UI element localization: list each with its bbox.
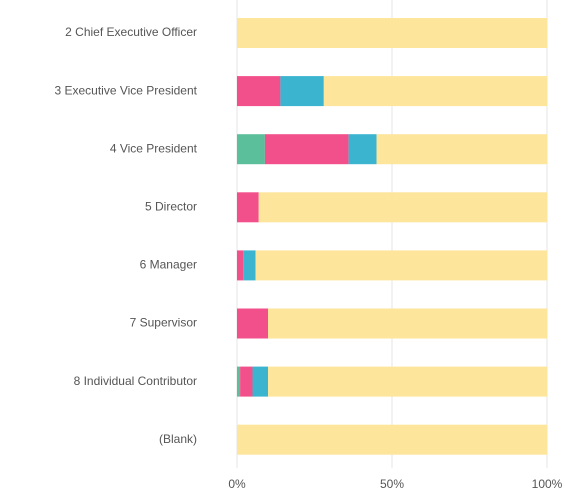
y-tick-label: (Blank) bbox=[159, 432, 197, 446]
bar-segment bbox=[258, 192, 547, 223]
x-tick-label: 50% bbox=[380, 477, 404, 491]
bar-segment bbox=[348, 134, 377, 165]
y-tick-label: 5 Director bbox=[145, 199, 197, 213]
y-tick-label: 2 Chief Executive Officer bbox=[65, 25, 197, 39]
bar-segment bbox=[237, 134, 265, 165]
bar-segment bbox=[323, 76, 547, 107]
bar-segment bbox=[255, 250, 547, 281]
bar-segment bbox=[237, 76, 281, 107]
bar-segment bbox=[237, 308, 268, 339]
bar-segment bbox=[237, 366, 241, 397]
bar-segment bbox=[237, 424, 547, 455]
x-tick-label: 100% bbox=[532, 477, 563, 491]
bar-segment bbox=[237, 192, 259, 223]
bar-segment bbox=[264, 134, 349, 165]
bar-segment bbox=[280, 76, 324, 107]
bar-segment bbox=[252, 366, 268, 397]
bar-segment bbox=[268, 366, 547, 397]
bar-segment bbox=[237, 250, 244, 281]
bar-segment bbox=[243, 250, 256, 281]
y-tick-label: 8 Individual Contributor bbox=[74, 374, 197, 388]
bar-segment bbox=[268, 308, 547, 339]
y-tick-label: 7 Supervisor bbox=[130, 316, 197, 330]
bar-segment bbox=[376, 134, 547, 165]
y-tick-label: 4 Vice President bbox=[110, 141, 198, 155]
y-tick-label: 6 Manager bbox=[140, 258, 197, 272]
x-tick-label: 0% bbox=[228, 477, 246, 491]
y-tick-label: 3 Executive Vice President bbox=[54, 83, 197, 97]
bar-segment bbox=[237, 18, 547, 48]
bar-segment bbox=[240, 366, 253, 397]
